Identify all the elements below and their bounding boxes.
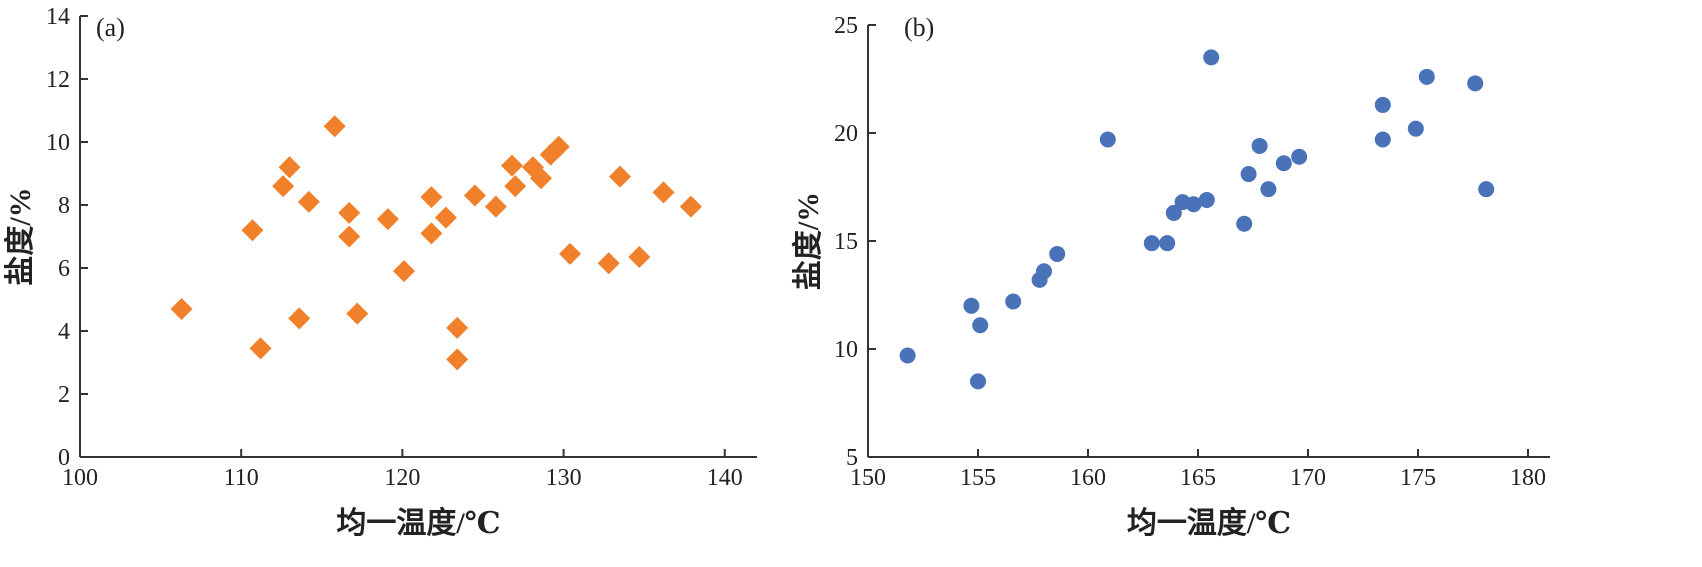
data-point-a: [446, 348, 469, 371]
x-tick-label-b: 150: [850, 465, 886, 491]
y-tick-label-a: 10: [46, 130, 70, 156]
y-tick-label-b: 15: [834, 229, 858, 255]
data-point-b: [1374, 96, 1391, 113]
x-tick-label-b: 165: [1180, 465, 1216, 491]
data-point-b: [970, 373, 986, 390]
data-point-a: [484, 195, 507, 218]
data-point-a: [346, 302, 369, 325]
data-point-a: [338, 225, 361, 248]
y-tick-label-b: 25: [834, 13, 858, 39]
x-axis-title-a: 均一温度/℃: [336, 507, 500, 540]
panel-label-a: (a): [96, 13, 125, 42]
y-axis-title-a: 盐度/%: [4, 187, 37, 285]
data-point-a: [504, 175, 527, 198]
data-point-b: [1240, 166, 1257, 183]
x-tick-label-b: 160: [1070, 465, 1106, 491]
x-tick-label-b: 155: [960, 465, 996, 491]
panel-label-b: (b): [904, 13, 934, 42]
y-tick-label-b: 10: [834, 337, 858, 363]
data-point-b: [972, 317, 989, 334]
data-point-a: [272, 175, 295, 198]
y-tick-label-a: 4: [58, 319, 70, 345]
data-point-a: [559, 242, 582, 265]
x-tick-label-a: 110: [224, 465, 259, 491]
data-point-b: [899, 347, 916, 364]
data-point-b: [1275, 155, 1292, 172]
data-point-a: [170, 297, 193, 320]
data-point-a: [679, 195, 702, 218]
data-point-a: [376, 208, 399, 231]
data-point-b: [963, 297, 980, 314]
data-point-a: [278, 156, 301, 179]
data-point-a: [297, 190, 320, 213]
data-point-b: [1036, 263, 1052, 280]
data-point-a: [420, 222, 443, 245]
data-point-a: [463, 184, 486, 207]
y-tick-label-b: 5: [846, 445, 858, 471]
y-axis-title-b: 盐度/%: [792, 192, 825, 290]
x-tick-label-a: 130: [546, 465, 582, 491]
data-point-a: [241, 219, 264, 242]
data-point-b: [1291, 148, 1308, 165]
chart-panel-b: 150 155 160 165 170 175 180 5 10 15 20 25 (b) 均一温度/℃ 盐…: [792, 13, 1550, 540]
data-point-b: [1251, 137, 1268, 154]
data-point-a: [288, 307, 311, 330]
data-point-a: [628, 245, 651, 268]
y-tick-label-a: 0: [58, 445, 70, 471]
data-point-b: [1143, 235, 1160, 252]
x-tick-label-a: 120: [384, 465, 420, 491]
y-tick-label-a: 2: [58, 382, 70, 408]
data-point-a: [338, 201, 361, 224]
data-point-b: [1185, 196, 1202, 213]
x-axis-title-b: 均一温度/℃: [1127, 507, 1291, 540]
data-point-b: [1418, 68, 1435, 85]
x-tick-label-b: 170: [1290, 465, 1326, 491]
data-point-a: [434, 206, 457, 229]
data-point-b: [1374, 131, 1391, 148]
data-point-a: [392, 260, 415, 283]
data-point-b: [1478, 181, 1495, 198]
data-point-a: [547, 135, 570, 158]
data-point-b: [1203, 49, 1220, 66]
data-point-a: [249, 337, 272, 360]
x-tick-label-a: 100: [62, 465, 98, 491]
data-point-a: [420, 186, 443, 209]
y-tick-label-a: 6: [58, 256, 70, 282]
data-point-b: [1159, 235, 1176, 252]
chart-panel-a: 100 110 120 130 140 0 2 4 6 8 10 12 14 (a) 均一温度/℃ 盐度/%: [4, 4, 757, 540]
data-point-b: [1198, 191, 1215, 208]
data-point-b: [1407, 120, 1424, 137]
data-point-b: [1005, 293, 1022, 310]
y-tick-label-a: 8: [58, 193, 70, 219]
data-point-a: [530, 167, 553, 190]
data-point-a: [597, 252, 620, 275]
data-point-b: [1099, 131, 1116, 148]
data-point-a: [608, 165, 631, 188]
data-point-a: [323, 115, 346, 138]
data-point-b: [1467, 75, 1484, 92]
y-tick-label-a: 14: [46, 4, 70, 30]
data-point-a: [446, 316, 469, 339]
x-tick-label-a: 140: [707, 465, 743, 491]
data-point-b: [1260, 181, 1277, 198]
data-point-a: [500, 154, 523, 177]
y-tick-label-a: 12: [46, 67, 70, 93]
data-point-b: [1236, 215, 1253, 232]
x-tick-label-b: 180: [1510, 465, 1546, 491]
data-point-b: [1049, 245, 1066, 262]
data-point-b: [1165, 204, 1182, 221]
data-point-a: [652, 181, 675, 204]
x-tick-label-b: 175: [1400, 465, 1436, 491]
y-tick-label-b: 20: [834, 121, 858, 147]
